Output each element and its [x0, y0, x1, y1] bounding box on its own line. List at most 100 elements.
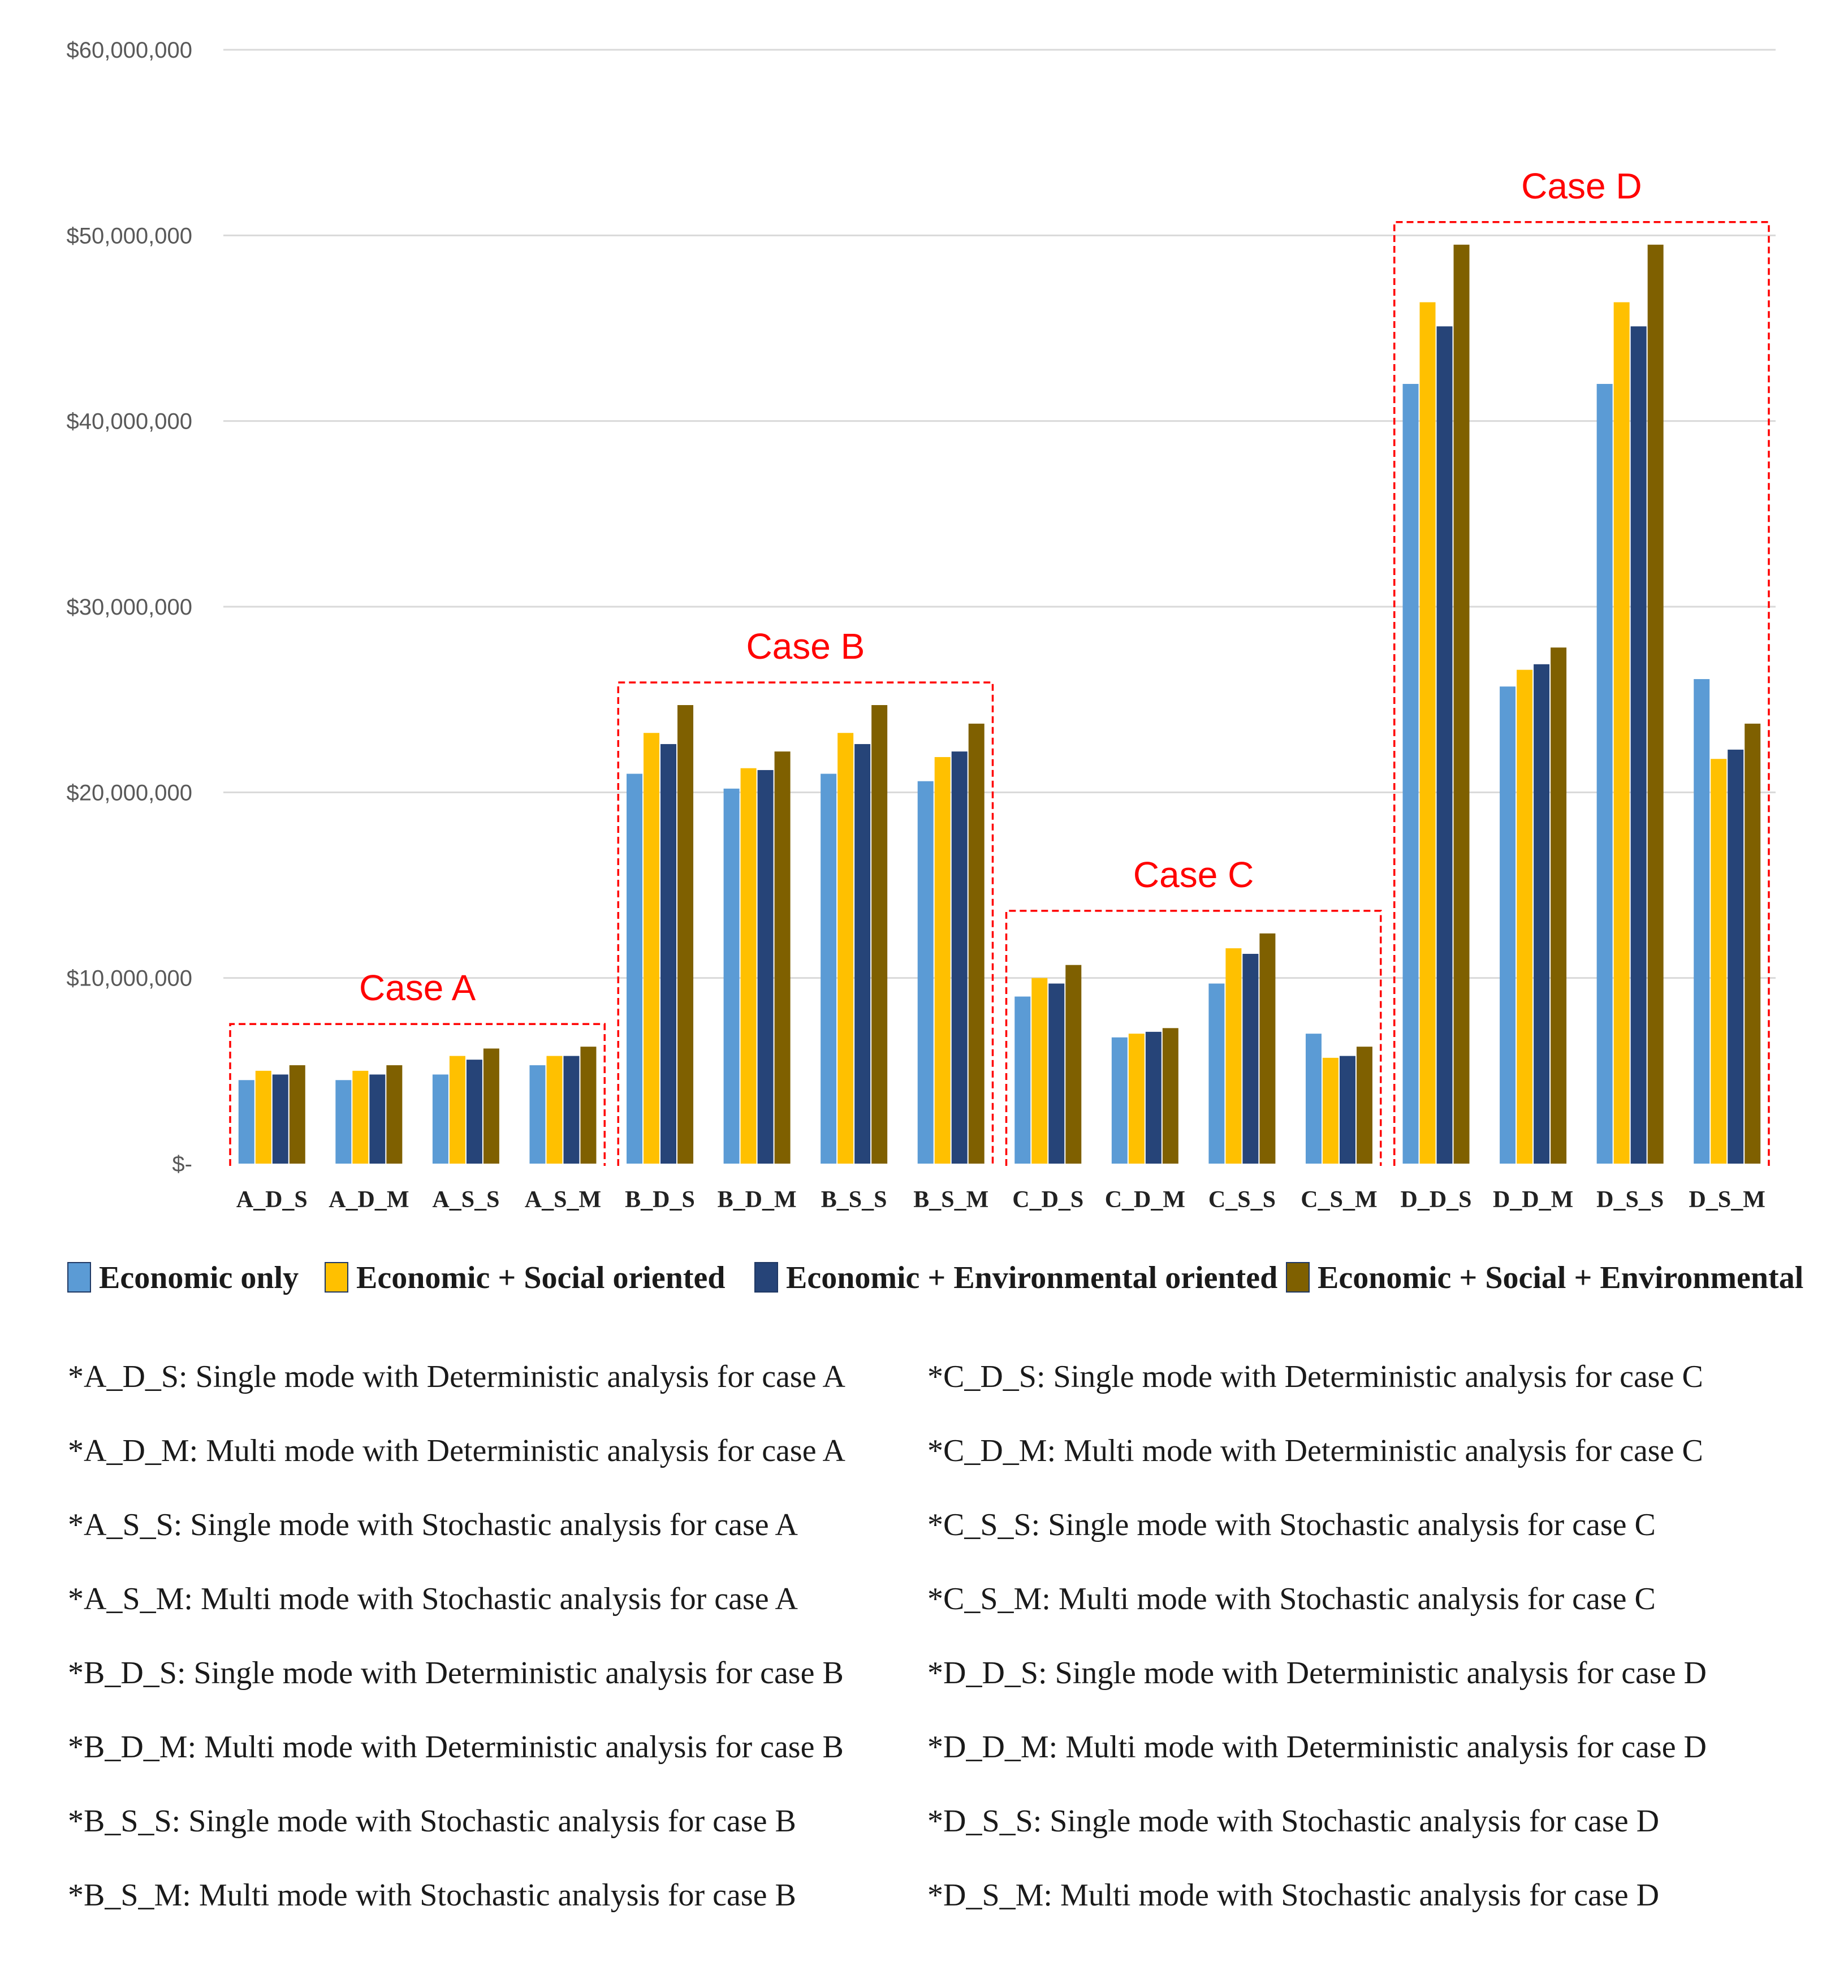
note-item: *A_S_M: Multi mode with Stochastic analy…	[68, 1581, 798, 1617]
bar-B_D_S-series-2	[644, 733, 660, 1164]
note-item: *C_D_M: Multi mode with Deterministic an…	[927, 1433, 1703, 1468]
legend-label: Economic + Social + Environmental	[1318, 1260, 1803, 1295]
legend-swatch	[1286, 1262, 1310, 1293]
x-category-label: A_D_S	[236, 1187, 308, 1213]
note-item: *D_S_M: Multi mode with Stochastic analy…	[927, 1878, 1660, 1913]
bar-B_D_M-series-4	[774, 751, 791, 1164]
case-box	[1005, 910, 1382, 1166]
bar-A_D_S-series-4	[289, 1065, 305, 1164]
bar-A_S_M-series-4	[580, 1047, 597, 1164]
bar-B_S_S-series-4	[871, 705, 888, 1164]
bar-D_D_S-series-3	[1436, 326, 1453, 1164]
bar-A_D_S-series-1	[238, 1080, 254, 1164]
bar-C_S_S-series-4	[1259, 933, 1276, 1164]
bar-B_S_S-series-2	[837, 733, 854, 1164]
bar-B_D_M-series-3	[757, 770, 774, 1164]
note-item: *A_D_S: Single mode with Deterministic a…	[68, 1359, 845, 1394]
bar-B_D_S-series-4	[677, 705, 694, 1164]
note-item: *C_S_M: Multi mode with Stochastic analy…	[927, 1581, 1656, 1617]
bar-C_S_S-series-3	[1242, 953, 1259, 1164]
bar-D_D_M-series-1	[1500, 686, 1516, 1164]
note-item: *A_D_M: Multi mode with Deterministic an…	[68, 1433, 845, 1468]
bar-D_D_S-series-4	[1453, 244, 1470, 1164]
bar-A_S_S-series-3	[466, 1060, 482, 1164]
abbreviation-notes: *A_D_S: Single mode with Deterministic a…	[68, 1351, 1821, 1973]
bar-A_S_M-series-3	[563, 1056, 580, 1164]
bar-D_D_M-series-3	[1534, 664, 1550, 1164]
bar-A_D_M-series-4	[386, 1065, 403, 1164]
x-category-label: B_S_S	[821, 1187, 887, 1213]
bar-C_S_M-series-2	[1322, 1057, 1338, 1164]
x-category-label: D_S_S	[1596, 1187, 1664, 1213]
x-category-label: D_D_M	[1493, 1187, 1573, 1213]
bar-B_D_S-series-3	[660, 744, 677, 1164]
bar-A_D_M-series-3	[369, 1074, 386, 1164]
bar-D_S_M-series-2	[1711, 759, 1727, 1164]
bar-C_D_M-series-2	[1128, 1034, 1145, 1164]
x-category-label: C_S_S	[1208, 1187, 1276, 1213]
note-item: *B_S_S: Single mode with Stochastic anal…	[68, 1804, 796, 1839]
x-category-label: C_D_S	[1012, 1187, 1083, 1213]
bar-D_S_S-series-1	[1596, 384, 1613, 1164]
bar-D_D_M-series-2	[1517, 669, 1533, 1164]
note-item: *D_S_S: Single mode with Stochastic anal…	[927, 1804, 1660, 1839]
bar-D_S_M-series-3	[1728, 749, 1744, 1164]
note-item: *D_D_M: Multi mode with Deterministic an…	[927, 1730, 1707, 1765]
case-label: Case D	[1521, 166, 1642, 206]
legend-swatch	[67, 1262, 91, 1293]
bar-C_S_M-series-3	[1339, 1056, 1355, 1164]
bar-D_D_S-series-2	[1419, 302, 1436, 1164]
note-item: *C_S_S: Single mode with Stochastic anal…	[927, 1507, 1656, 1542]
bar-B_S_M-series-4	[968, 723, 985, 1164]
bar-C_S_M-series-1	[1305, 1034, 1322, 1164]
bar-C_S_S-series-1	[1208, 983, 1225, 1164]
bar-D_D_S-series-1	[1402, 384, 1419, 1164]
bar-C_D_S-series-4	[1065, 965, 1082, 1164]
bar-A_S_M-series-1	[529, 1065, 546, 1164]
y-tick-label: $-	[172, 1152, 192, 1177]
bar-C_D_M-series-3	[1145, 1031, 1162, 1164]
bar-D_S_S-series-2	[1613, 302, 1630, 1164]
case-label: Case C	[1133, 854, 1254, 895]
bar-D_S_S-series-3	[1630, 326, 1647, 1164]
bar-A_D_M-series-2	[352, 1070, 369, 1164]
bar-A_D_S-series-3	[272, 1074, 288, 1164]
notes-right-column: *C_D_S: Single mode with Deterministic a…	[927, 1351, 1798, 1944]
x-category-label: A_S_M	[525, 1187, 601, 1213]
y-tick-label: $30,000,000	[67, 595, 192, 620]
bar-A_S_S-series-4	[483, 1048, 499, 1164]
y-tick-label: $10,000,000	[67, 966, 192, 991]
legend-swatch	[325, 1262, 348, 1293]
bar-C_D_S-series-3	[1048, 983, 1065, 1164]
y-axis-tick-labels: $- $10,000,000 $20,000,000 $30,000,000 $40,0…	[67, 38, 192, 1177]
bar-B_S_S-series-1	[821, 773, 837, 1164]
bar-B_D_M-series-2	[740, 768, 757, 1164]
bar-C_D_S-series-2	[1031, 978, 1048, 1164]
notes-left-column: *A_D_S: Single mode with Deterministic a…	[68, 1351, 939, 1944]
bar-A_S_S-series-1	[432, 1074, 448, 1164]
x-axis-category-labels: A_D_S A_D_M A_S_S A_S_M B_D_S B_D_M B_S_S B_S_M…	[236, 1187, 1765, 1213]
bar-C_D_M-series-1	[1111, 1037, 1128, 1164]
bar-C_D_M-series-4	[1162, 1028, 1178, 1164]
note-item: *A_S_S: Single mode with Stochastic anal…	[68, 1507, 798, 1542]
x-category-label: A_S_S	[432, 1187, 499, 1213]
bar-D_D_M-series-4	[1551, 647, 1567, 1164]
bar-A_S_S-series-2	[449, 1056, 465, 1164]
bar-D_S_M-series-1	[1694, 679, 1710, 1164]
legend-label: Economic only	[99, 1260, 299, 1295]
case-box	[617, 681, 994, 1166]
x-category-label: D_D_S	[1401, 1187, 1472, 1213]
cost-bar-chart: $- $10,000,000 $20,000,000 $30,000,000 $40,0…	[67, 38, 1804, 1295]
bar-C_D_S-series-1	[1014, 996, 1031, 1164]
y-tick-label: $50,000,000	[67, 223, 192, 248]
x-category-label: A_D_M	[329, 1187, 409, 1213]
bar-A_D_S-series-2	[255, 1070, 271, 1164]
bar-C_S_M-series-4	[1356, 1047, 1372, 1164]
note-item: *B_D_M: Multi mode with Deterministic an…	[68, 1730, 844, 1765]
x-category-label: D_S_M	[1689, 1187, 1765, 1213]
case-label: Case B	[746, 626, 865, 667]
legend-swatch	[754, 1262, 778, 1293]
case-boxes: Case A Case B Case C Case D	[229, 166, 1770, 1166]
bar-A_S_M-series-2	[546, 1056, 563, 1164]
bars	[238, 244, 1761, 1164]
